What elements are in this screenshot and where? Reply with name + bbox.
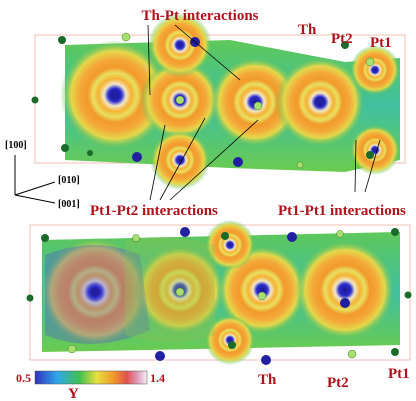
annotation: Th [258, 372, 277, 388]
annotation: Pt1-Pt2 interactions [90, 203, 218, 219]
colorbar-max: 1.4 [150, 371, 165, 385]
bottom-panel: Th Pt2 Pt1 [27, 220, 412, 391]
top-panel: Th-Pt interactions Th Pt2 Pt1 Pt1-Pt2 in… [32, 8, 407, 219]
figure: Th-Pt interactions Th Pt2 Pt1 Pt1-Pt2 in… [0, 0, 416, 401]
colorbar: 0.5 1.4 Υ [16, 371, 165, 401]
annotation: Pt1 [388, 366, 410, 382]
annotation: Th-Pt interactions [141, 8, 258, 24]
axis-label: [010] [58, 175, 80, 186]
annotation: Pt1-Pt1 interactions [278, 203, 406, 219]
colorbar-symbol: Υ [68, 386, 79, 401]
axis-label: [100] [5, 140, 27, 151]
axis-label: [001] [58, 199, 80, 210]
annotation: Pt1 [370, 35, 392, 51]
colorbar-min: 0.5 [16, 371, 31, 385]
annotation: Th [298, 22, 317, 38]
annotation: Pt2 [327, 375, 349, 391]
annotation: Pt2 [331, 31, 353, 47]
